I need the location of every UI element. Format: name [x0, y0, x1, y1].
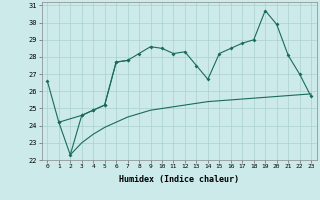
X-axis label: Humidex (Indice chaleur): Humidex (Indice chaleur)	[119, 175, 239, 184]
